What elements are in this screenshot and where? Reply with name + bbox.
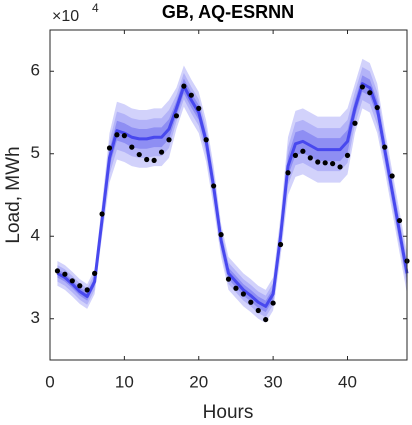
actual-point: [69, 278, 75, 284]
actual-point: [173, 113, 180, 119]
actual-point: [99, 211, 105, 217]
actual-point: [211, 183, 217, 189]
actual-point: [263, 316, 269, 323]
actual-point: [382, 144, 388, 150]
actual-point: [144, 156, 150, 163]
actual-point: [181, 83, 187, 89]
actual-point: [307, 155, 313, 161]
plot-frame: [49, 29, 408, 361]
actual-point: [233, 285, 239, 291]
x-tick-label: 20: [189, 372, 208, 391]
actual-point: [300, 148, 306, 154]
actual-point: [270, 300, 276, 306]
actual-point: [344, 152, 351, 158]
actual-point: [255, 307, 261, 314]
actual-point: [158, 149, 165, 155]
actual-point: [292, 152, 299, 158]
actual-point: [277, 241, 284, 248]
actual-point: [54, 268, 61, 274]
actual-point: [114, 132, 120, 138]
chart-title: GB, AQ-ESRNN: [162, 2, 294, 22]
actual-point: [225, 276, 232, 282]
y-tick-label: 3: [31, 308, 40, 327]
actual-point: [315, 159, 321, 165]
actual-point: [62, 271, 68, 277]
x-tick-label: 10: [115, 372, 134, 391]
actual-point: [121, 133, 127, 139]
x-tick-label: 40: [338, 372, 357, 391]
actual-point: [151, 157, 157, 163]
y-axis-label: Load, MWh: [3, 146, 24, 243]
actual-point: [166, 137, 172, 143]
actual-point: [77, 283, 83, 289]
actual-point: [84, 287, 90, 293]
y-tick-label: 4: [31, 226, 40, 245]
x-tick-label: 30: [264, 372, 283, 391]
actual-point: [396, 217, 403, 224]
actual-point: [136, 151, 142, 158]
actual-point: [240, 291, 246, 297]
actual-point: [322, 160, 328, 166]
actual-point: [374, 104, 380, 111]
actual-point: [389, 173, 395, 179]
actual-point: [129, 144, 135, 150]
actual-point: [196, 105, 202, 111]
actual-point: [285, 170, 291, 176]
actual-point: [203, 137, 209, 143]
actual-point: [337, 164, 343, 170]
x-tick-label: 0: [45, 372, 54, 391]
y-tick-label: 5: [31, 143, 40, 162]
actual-point: [367, 90, 373, 96]
actual-point: [330, 161, 336, 167]
actual-point: [359, 84, 365, 90]
y-multiplier-exponent: 4: [92, 1, 99, 15]
y-tick-label: 6: [31, 61, 40, 80]
actual-point: [248, 299, 254, 305]
actual-point: [188, 92, 194, 98]
quantile-band: [57, 75, 407, 313]
x-axis-label: Hours: [203, 402, 254, 423]
actual-point: [218, 232, 224, 238]
actual-point: [106, 145, 113, 151]
y-multiplier: ×10: [52, 8, 79, 25]
actual-point: [92, 270, 98, 276]
actual-point: [352, 120, 358, 126]
